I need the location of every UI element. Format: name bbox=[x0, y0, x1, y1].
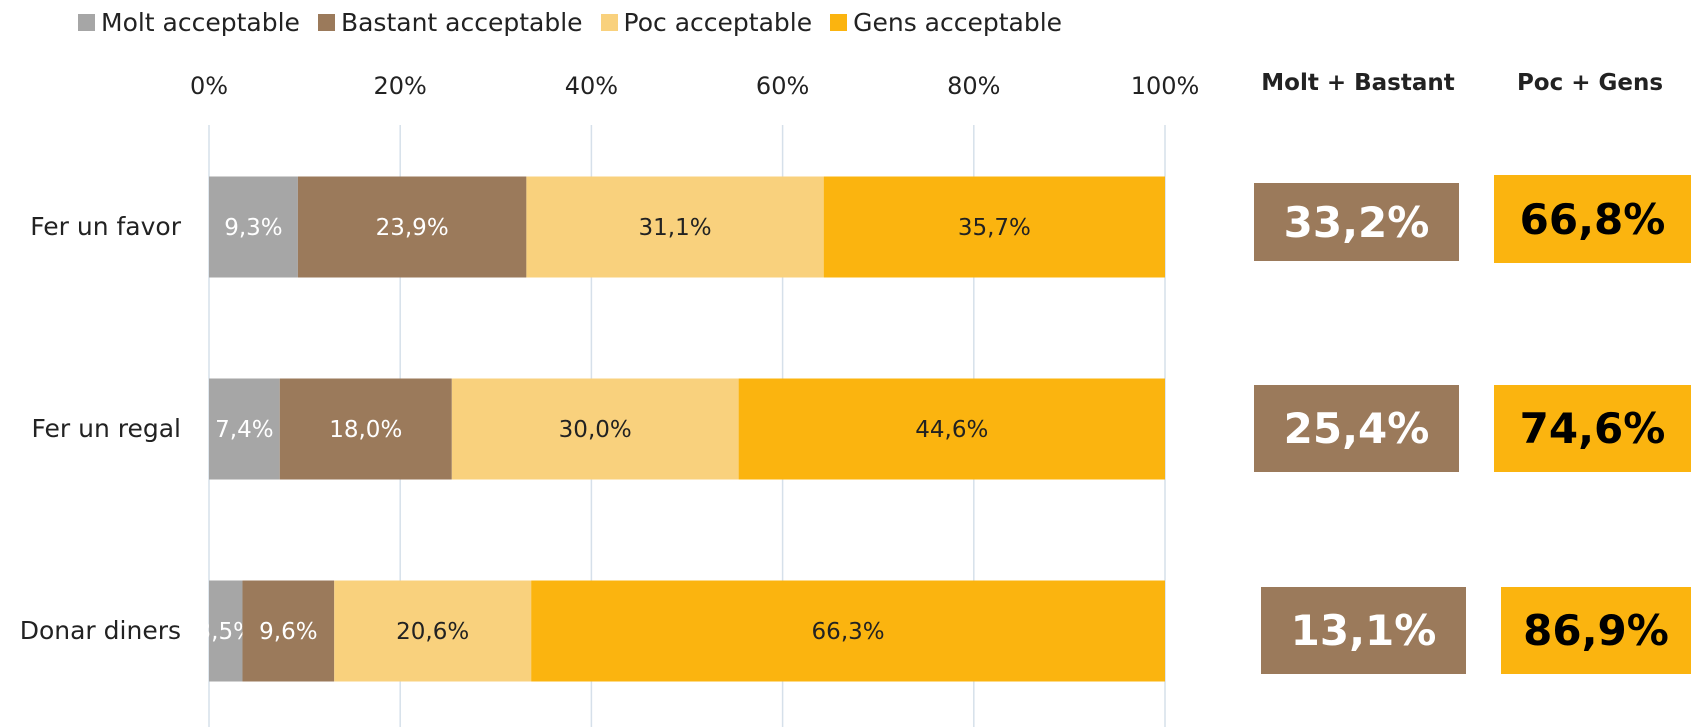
bar-segment-1-1 bbox=[209, 176, 298, 278]
x-tick-label-0: 0% bbox=[190, 72, 228, 100]
summary-box-molt-bastant-3: 13,1% bbox=[1261, 587, 1466, 674]
legend-swatch-molt bbox=[78, 14, 95, 31]
data-label-1-4: 35,7% bbox=[958, 215, 1031, 241]
data-label-3-4: 66,3% bbox=[812, 619, 885, 645]
x-tick-label-1: 20% bbox=[374, 72, 427, 100]
x-tick-label-5: 100% bbox=[1131, 72, 1200, 100]
legend-item-molt: Molt acceptable bbox=[78, 8, 300, 37]
x-tick-label-2: 40% bbox=[565, 72, 618, 100]
data-label-3-3: 20,6% bbox=[396, 619, 469, 645]
bar-segment-2-2 bbox=[279, 378, 452, 480]
summary-header-molt-bastant: Molt + Bastant bbox=[1261, 70, 1455, 96]
legend-item-bastant: Bastant acceptable bbox=[317, 8, 583, 37]
x-tick-label-3: 60% bbox=[756, 72, 809, 100]
data-label-1-1: 9,3% bbox=[224, 215, 282, 241]
category-label-1: Fer un favor bbox=[30, 212, 181, 241]
bar-segment-1-2 bbox=[297, 176, 527, 278]
data-label-1-2: 23,9% bbox=[376, 215, 449, 241]
data-label-3-2: 9,6% bbox=[259, 619, 317, 645]
legend-swatch-bastant bbox=[317, 14, 335, 31]
summary-box-poc-gens-2: 74,6% bbox=[1494, 385, 1691, 472]
category-label-2: Fer un regal bbox=[32, 414, 182, 443]
bar-segment-2-4 bbox=[738, 378, 1165, 480]
bar-segment-1-3 bbox=[526, 176, 824, 278]
bar-segment-2-1 bbox=[209, 378, 280, 480]
legend-swatch-poc bbox=[600, 14, 618, 31]
bar-segment-1-4 bbox=[823, 176, 1165, 278]
bar-segment-3-3 bbox=[334, 580, 532, 682]
data-label-1-3: 31,1% bbox=[639, 215, 712, 241]
summary-box-molt-bastant-1: 33,2% bbox=[1254, 183, 1459, 261]
data-label-2-4: 44,6% bbox=[915, 417, 988, 443]
legend-item-poc: Poc acceptable bbox=[600, 8, 813, 37]
data-label-2-1: 7,4% bbox=[215, 417, 273, 443]
bar-segment-2-3 bbox=[451, 378, 739, 480]
summary-box-molt-bastant-2: 25,4% bbox=[1254, 385, 1459, 472]
bar-segment-3-2 bbox=[242, 580, 335, 682]
summary-box-poc-gens-1: 66,8% bbox=[1494, 175, 1691, 263]
legend-label-poc: Poc acceptable bbox=[623, 8, 813, 37]
legend-swatch-gens bbox=[830, 14, 848, 31]
category-label-3: Donar diners bbox=[20, 616, 181, 645]
bar-segment-3-1 bbox=[209, 580, 243, 682]
x-tick-label-4: 80% bbox=[947, 72, 1000, 100]
legend-label-gens: Gens acceptable bbox=[853, 8, 1063, 37]
bar-segment-3-4 bbox=[531, 580, 1165, 682]
legend-item-gens: Gens acceptable bbox=[830, 8, 1062, 37]
legend-label-bastant: Bastant acceptable bbox=[340, 8, 583, 37]
legend: Molt acceptable Bastant acceptable Poc a… bbox=[78, 8, 1080, 37]
data-label-2-3: 30,0% bbox=[559, 417, 632, 443]
summary-header-poc-gens: Poc + Gens bbox=[1516, 70, 1664, 96]
legend-label-molt: Molt acceptable bbox=[101, 8, 300, 37]
data-label-2-2: 18,0% bbox=[329, 417, 402, 443]
summary-box-poc-gens-3: 86,9% bbox=[1501, 587, 1691, 674]
